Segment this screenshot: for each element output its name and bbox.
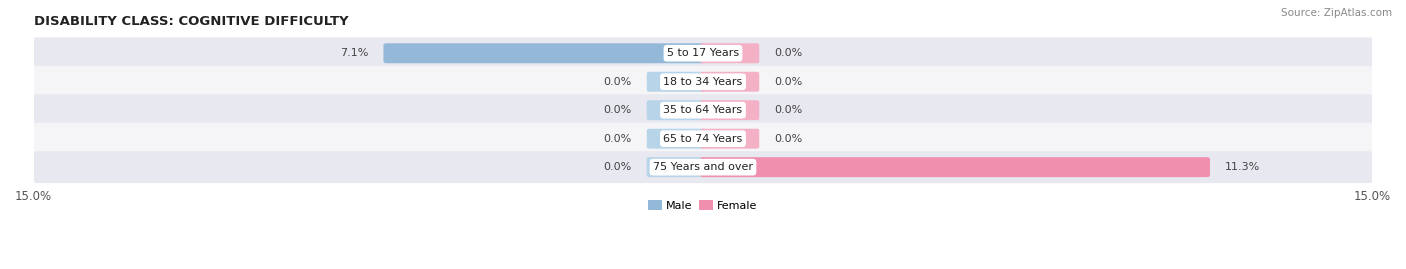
Text: 5 to 17 Years: 5 to 17 Years [666,48,740,58]
Text: 65 to 74 Years: 65 to 74 Years [664,134,742,144]
Text: 0.0%: 0.0% [603,105,631,115]
FancyBboxPatch shape [700,157,1211,177]
FancyBboxPatch shape [647,72,706,92]
FancyBboxPatch shape [32,123,1374,155]
FancyBboxPatch shape [32,66,1374,98]
FancyBboxPatch shape [32,151,1374,183]
Text: 0.0%: 0.0% [603,134,631,144]
FancyBboxPatch shape [700,72,759,92]
Text: 0.0%: 0.0% [775,77,803,87]
Text: 0.0%: 0.0% [603,77,631,87]
FancyBboxPatch shape [700,129,759,149]
Text: 0.0%: 0.0% [775,134,803,144]
Text: 35 to 64 Years: 35 to 64 Years [664,105,742,115]
Text: 0.0%: 0.0% [775,105,803,115]
FancyBboxPatch shape [647,129,706,149]
Legend: Male, Female: Male, Female [644,196,762,215]
FancyBboxPatch shape [647,100,706,120]
FancyBboxPatch shape [700,43,759,63]
Text: 18 to 34 Years: 18 to 34 Years [664,77,742,87]
FancyBboxPatch shape [384,43,706,63]
FancyBboxPatch shape [647,157,706,177]
Text: 11.3%: 11.3% [1225,162,1260,172]
Text: Source: ZipAtlas.com: Source: ZipAtlas.com [1281,8,1392,18]
FancyBboxPatch shape [32,37,1374,69]
FancyBboxPatch shape [700,100,759,120]
Text: 0.0%: 0.0% [603,162,631,172]
Text: 7.1%: 7.1% [340,48,368,58]
Text: DISABILITY CLASS: COGNITIVE DIFFICULTY: DISABILITY CLASS: COGNITIVE DIFFICULTY [34,15,349,28]
Text: 75 Years and over: 75 Years and over [652,162,754,172]
Text: 0.0%: 0.0% [775,48,803,58]
FancyBboxPatch shape [32,94,1374,126]
